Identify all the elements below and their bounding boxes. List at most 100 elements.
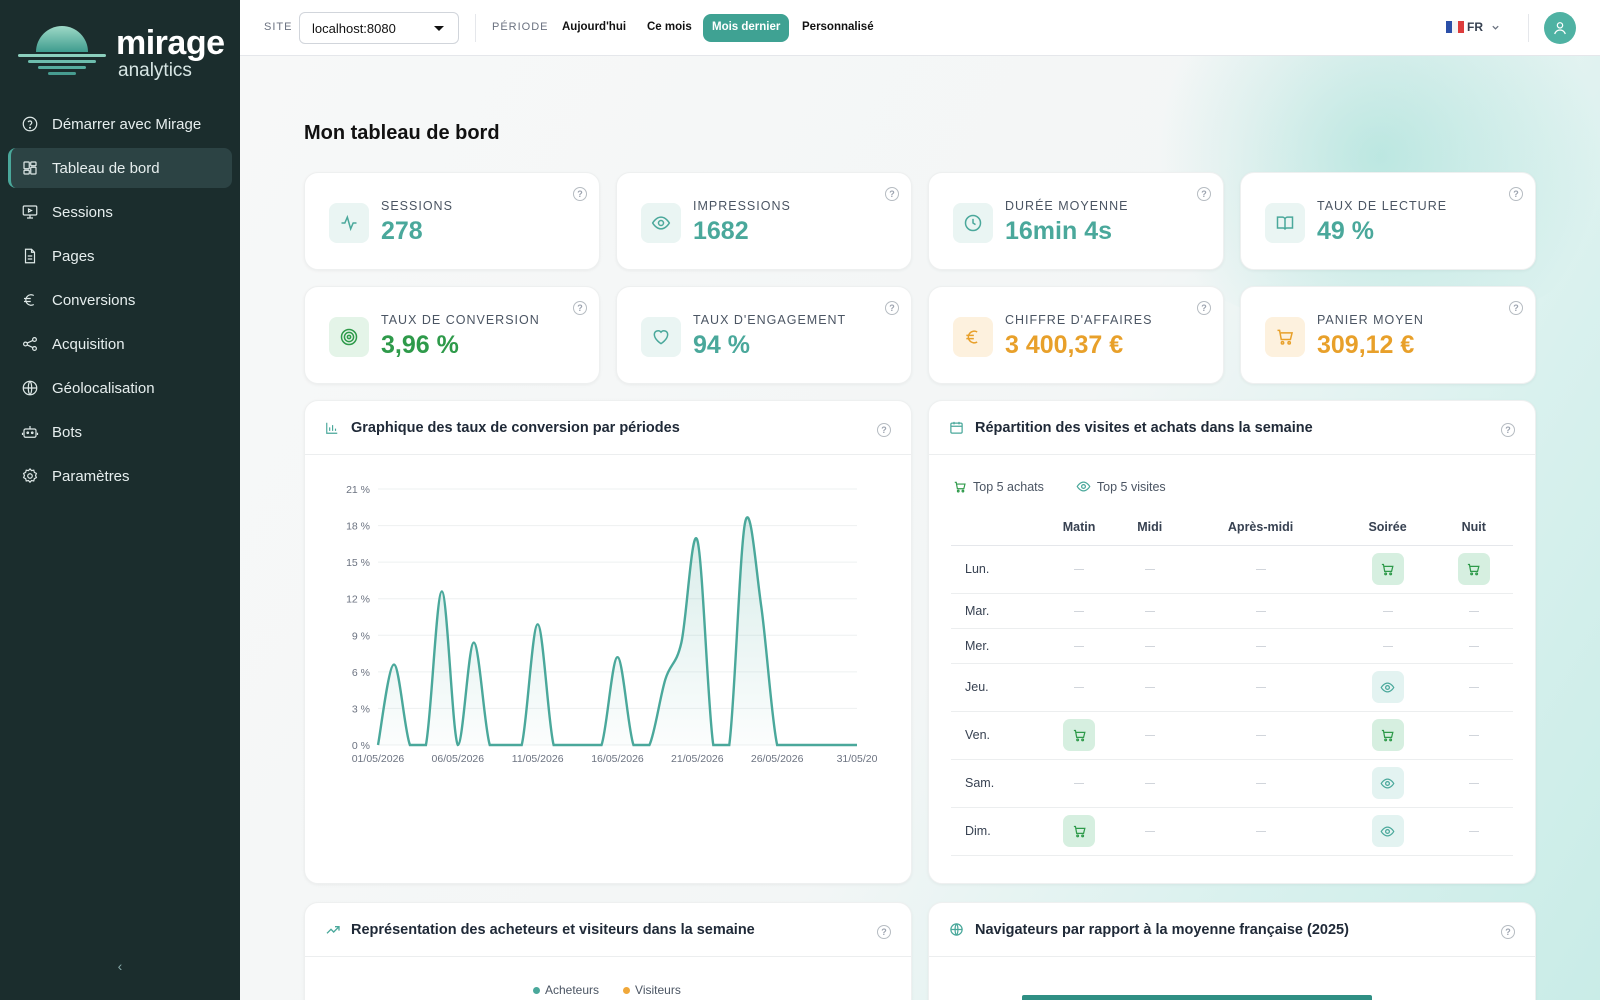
- sidebar-item-demarrer[interactable]: Démarrer avec Mirage: [8, 104, 232, 144]
- logo[interactable]: mirage analytics: [14, 18, 230, 84]
- week-table-body: Lun. Mar. Mer. Jeu. Ven. Sam. Dim.: [951, 545, 1513, 856]
- sidebar-item-parametres[interactable]: Paramètres: [8, 456, 232, 496]
- period-this-month-button[interactable]: Ce mois: [647, 21, 692, 33]
- top-purchase-badge[interactable]: [1371, 553, 1404, 585]
- data-point[interactable]: [372, 739, 384, 751]
- week-table: Matin Midi Après-midi Soirée Nuit Lun. Ma…: [951, 509, 1513, 856]
- data-point[interactable]: [580, 739, 592, 751]
- table-cell: [1340, 711, 1435, 760]
- data-point[interactable]: [436, 585, 448, 597]
- legend-dot: [533, 986, 540, 994]
- data-point[interactable]: [532, 618, 544, 630]
- cart-icon: [1381, 729, 1394, 741]
- help-icon[interactable]: ?: [1197, 187, 1211, 201]
- language-selector[interactable]: FR: [1446, 20, 1500, 34]
- collapse-sidebar-button[interactable]: ‹: [117, 958, 123, 974]
- legend-item-visiteurs[interactable]: Visiteurs: [623, 983, 693, 997]
- help-icon[interactable]: ?: [1501, 925, 1515, 939]
- empty-dash: [1468, 610, 1479, 612]
- sidebar-item-sessions[interactable]: Sessions: [8, 192, 232, 232]
- sidebar-item-geolocalisation[interactable]: Géolocalisation: [8, 368, 232, 408]
- conversion-chart-card: Graphique des taux de conversion par pér…: [304, 400, 912, 884]
- data-point[interactable]: [659, 673, 671, 685]
- data-point[interactable]: [612, 651, 624, 663]
- top-purchase-badge[interactable]: [1063, 719, 1096, 751]
- help-icon[interactable]: ?: [877, 423, 891, 437]
- top-purchase-badge[interactable]: [1457, 553, 1490, 585]
- help-icon[interactable]: ?: [877, 925, 891, 939]
- book-icon: [1265, 203, 1305, 243]
- help-icon[interactable]: ?: [885, 301, 899, 315]
- data-point[interactable]: [851, 739, 863, 751]
- data-point[interactable]: [516, 739, 528, 751]
- help-icon[interactable]: ?: [1509, 187, 1523, 201]
- globe-icon: [949, 922, 965, 938]
- data-point[interactable]: [739, 516, 751, 528]
- period-custom-button[interactable]: Personnalisé: [802, 21, 874, 33]
- top-purchase-badge[interactable]: [1371, 719, 1404, 751]
- help-icon[interactable]: ?: [1509, 301, 1523, 315]
- data-point[interactable]: [484, 739, 496, 751]
- period-label: PÉRIODE: [492, 21, 549, 33]
- period-last-month-button[interactable]: Mois dernier: [703, 14, 790, 42]
- legend-top-visites[interactable]: Top 5 visites: [1076, 479, 1182, 494]
- table-cell: [1434, 593, 1513, 629]
- top-visit-badge[interactable]: [1371, 767, 1404, 799]
- data-point[interactable]: [723, 739, 735, 751]
- data-point[interactable]: [675, 637, 687, 649]
- data-point[interactable]: [388, 659, 400, 671]
- legend-label: Acheteurs: [545, 983, 600, 997]
- card-title: Représentation des acheteurs et visiteur…: [351, 921, 755, 938]
- table-cell: [1039, 759, 1120, 808]
- data-point[interactable]: [835, 739, 847, 751]
- data-point[interactable]: [468, 637, 480, 649]
- heart-icon: [641, 317, 681, 357]
- top-visit-badge[interactable]: [1371, 815, 1404, 847]
- data-point[interactable]: [787, 739, 799, 751]
- data-point[interactable]: [803, 739, 815, 751]
- card-header: Navigateurs par rapport à la moyenne fra…: [929, 903, 1535, 957]
- table-cell: [1039, 663, 1120, 712]
- data-point[interactable]: [548, 739, 560, 751]
- help-icon[interactable]: ?: [885, 187, 899, 201]
- top-visit-badge[interactable]: [1371, 671, 1404, 703]
- data-point[interactable]: [755, 600, 767, 612]
- empty-dash: [1074, 610, 1085, 612]
- help-icon[interactable]: ?: [1501, 423, 1515, 437]
- help-icon[interactable]: ?: [1197, 301, 1211, 315]
- sidebar-item-label: Acquisition: [52, 335, 125, 353]
- help-icon[interactable]: ?: [573, 187, 587, 201]
- data-point[interactable]: [420, 739, 432, 751]
- series-area: [378, 517, 857, 745]
- avatar[interactable]: [1544, 12, 1576, 44]
- data-point[interactable]: [596, 739, 608, 751]
- day-label: Ven.: [951, 711, 1039, 760]
- sidebar-item-conversions[interactable]: Conversions: [8, 280, 232, 320]
- data-point[interactable]: [643, 739, 655, 751]
- x-tick-label: 11/05/2026: [512, 753, 564, 765]
- data-point[interactable]: [691, 534, 703, 546]
- table-row: Ven.: [951, 711, 1513, 760]
- sidebar-item-bots[interactable]: Bots: [8, 412, 232, 452]
- sidebar-item-acquisition[interactable]: Acquisition: [8, 324, 232, 364]
- period-today-button[interactable]: Aujourd'hui: [562, 21, 627, 33]
- data-point[interactable]: [452, 739, 464, 751]
- language-code: FR: [1467, 20, 1483, 34]
- sidebar-item-tableau-de-bord[interactable]: Tableau de bord: [8, 148, 232, 188]
- table-cell: [1340, 545, 1435, 594]
- data-point[interactable]: [404, 739, 416, 751]
- data-point[interactable]: [500, 739, 512, 751]
- help-icon[interactable]: ?: [573, 301, 587, 315]
- data-point[interactable]: [707, 739, 719, 751]
- eye-icon: [641, 203, 681, 243]
- data-point[interactable]: [819, 739, 831, 751]
- legend-item-acheteurs[interactable]: Acheteurs: [533, 983, 611, 997]
- data-point[interactable]: [564, 739, 576, 751]
- legend-top-achats[interactable]: Top 5 achats: [953, 479, 1060, 494]
- data-point[interactable]: [627, 739, 639, 751]
- data-point[interactable]: [771, 739, 783, 751]
- site-select[interactable]: localhost:8080: [299, 12, 459, 44]
- top-purchase-badge[interactable]: [1063, 815, 1096, 847]
- sidebar-item-pages[interactable]: Pages: [8, 236, 232, 276]
- activity-icon: [329, 203, 369, 243]
